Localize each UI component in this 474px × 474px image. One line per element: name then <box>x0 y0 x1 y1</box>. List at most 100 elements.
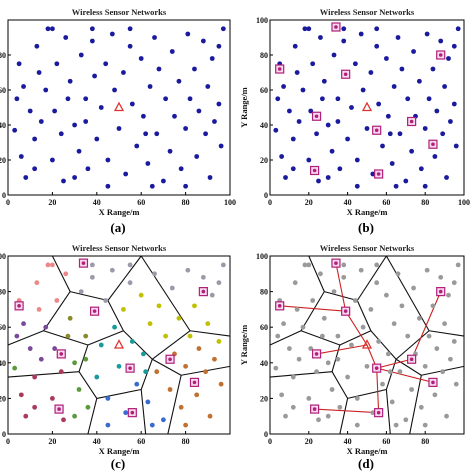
route-line <box>335 263 347 312</box>
sensor-node <box>308 108 314 114</box>
sensor-node <box>411 49 416 54</box>
sensor-node <box>76 387 82 392</box>
sensor-node <box>58 131 64 137</box>
cluster-boundary <box>51 255 71 292</box>
sensor-node <box>403 178 409 184</box>
sensor-node <box>290 404 296 410</box>
sensor-node <box>32 136 38 142</box>
sensor-node <box>76 148 82 154</box>
cluster-boundary <box>78 371 98 399</box>
sensor-node <box>300 87 306 93</box>
sensor-node <box>123 171 129 177</box>
sensor-node <box>52 346 58 351</box>
sensor-node <box>416 315 422 321</box>
sensor-node <box>294 70 300 75</box>
sensor-node <box>141 351 146 357</box>
sensor-node <box>127 43 133 49</box>
sensor-node <box>292 280 298 286</box>
sensor-node <box>444 413 449 419</box>
sensor-node <box>32 404 38 410</box>
y-tick-label: 20 <box>260 156 268 165</box>
sensor-node <box>345 136 350 142</box>
cluster-boundary <box>347 388 387 399</box>
sensor-node <box>399 303 405 309</box>
cluster-head <box>341 306 351 316</box>
sensor-node <box>16 61 22 67</box>
x-tick-label: 100 <box>224 198 236 207</box>
sensor-node <box>318 35 323 40</box>
sensor-node <box>169 285 175 291</box>
y-tick-label: 60 <box>0 323 6 332</box>
sensor-node <box>143 369 149 375</box>
sensor-node <box>331 52 337 58</box>
sensor-node <box>63 35 69 40</box>
sensor-node <box>411 285 416 291</box>
sensor-node <box>374 262 380 268</box>
plot-frame <box>269 19 465 196</box>
sensor-node <box>154 369 160 375</box>
sensor-node <box>319 333 325 339</box>
cluster-boundary <box>151 330 191 360</box>
sensor-node <box>167 387 173 392</box>
cluster-head <box>436 287 446 297</box>
sensor-node <box>422 363 428 369</box>
sensor-node <box>453 143 459 149</box>
sensor-node <box>21 84 26 89</box>
sensor-node <box>103 298 109 303</box>
sensor-node <box>178 166 184 172</box>
sensor-node <box>154 131 160 137</box>
sensor-node <box>331 289 337 294</box>
sensor-node <box>218 143 224 149</box>
cluster-head-dot <box>409 119 414 124</box>
cluster-boundary <box>428 330 465 337</box>
sensor-node <box>112 87 117 93</box>
sensor-node <box>98 105 104 110</box>
cluster-head <box>89 306 100 316</box>
plot-frame <box>7 19 231 196</box>
plot-frame <box>7 255 231 435</box>
sensor-node <box>61 178 66 184</box>
sensor-node <box>384 56 389 61</box>
cluster-head <box>165 354 175 364</box>
sensor-node <box>147 321 153 327</box>
cluster-boundary <box>300 330 341 346</box>
cluster-head-dot <box>192 380 197 385</box>
sensor-node <box>127 262 133 268</box>
cluster-head <box>14 301 24 311</box>
sensor-node <box>399 66 405 72</box>
sensor-node <box>335 333 341 339</box>
route-line <box>376 358 412 369</box>
sensor-node <box>368 307 374 312</box>
cluster-head <box>436 50 446 60</box>
sensor-node <box>434 108 440 114</box>
y-tick-label: 60 <box>260 323 268 332</box>
sensor-node <box>358 267 364 273</box>
sensor-node <box>321 78 327 84</box>
sensor-node <box>424 267 430 273</box>
sensor-node <box>438 274 444 280</box>
sensor-node <box>374 280 380 286</box>
sensor-node <box>310 298 316 303</box>
base-station <box>361 101 373 112</box>
sensor-node <box>321 315 327 321</box>
x-tick-label: 100 <box>458 198 470 207</box>
base-station <box>113 101 125 112</box>
cluster-head <box>407 116 417 127</box>
sensor-node <box>395 271 401 277</box>
cluster-head <box>372 125 382 135</box>
sensor-node <box>138 292 144 298</box>
cluster-boundary <box>107 300 124 332</box>
sensor-node <box>325 175 331 180</box>
sensor-node <box>78 52 84 58</box>
cluster-boundary <box>87 398 98 435</box>
y-tick-label: 0 <box>264 191 268 200</box>
plot-frame <box>269 255 465 435</box>
sensor-node <box>354 422 360 428</box>
sensor-node <box>50 157 55 163</box>
cluster-head-dot <box>431 380 435 385</box>
sensor-node <box>448 119 453 124</box>
cluster-boundary <box>140 255 191 332</box>
sensor-node <box>18 392 24 398</box>
y-tick-label: 100 <box>256 252 268 261</box>
cluster-boundary <box>96 388 142 399</box>
